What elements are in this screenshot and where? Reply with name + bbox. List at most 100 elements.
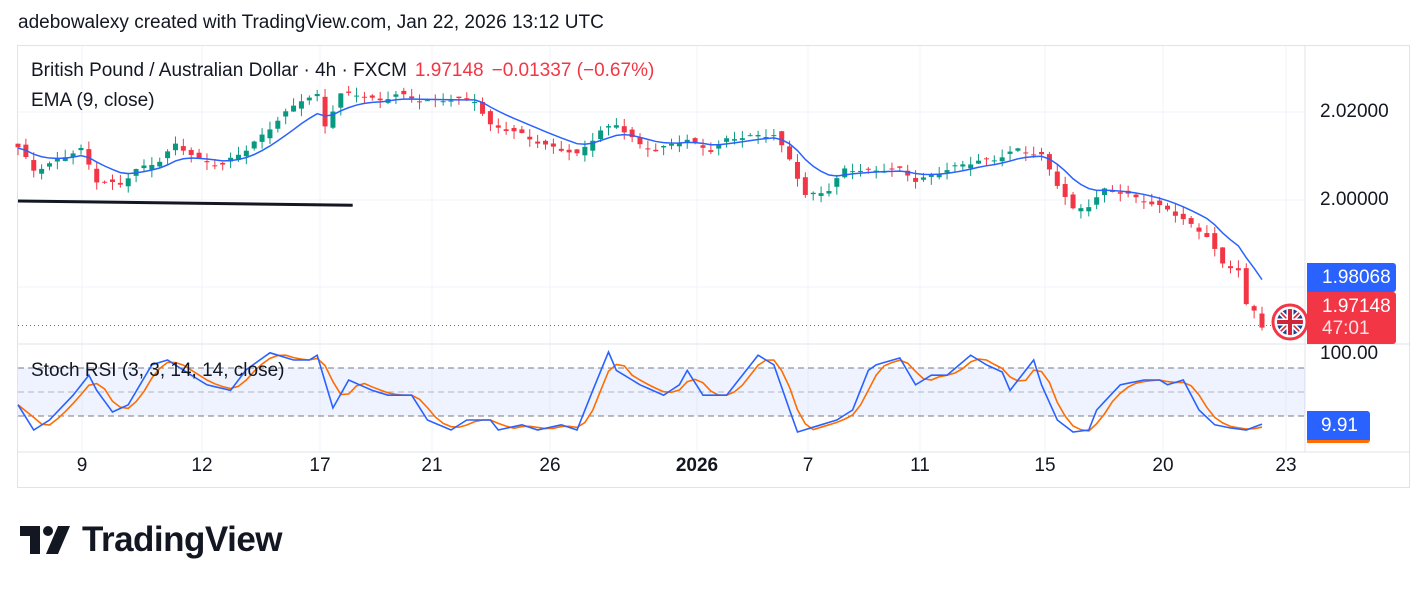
candle-body (1117, 192, 1123, 194)
candle-body (621, 126, 627, 133)
symbol-legend[interactable]: British Pound / Australian Dollar · 4h ·… (31, 60, 654, 82)
logo-text: TradingView (82, 520, 283, 559)
candle-body (676, 143, 682, 147)
candle-body (39, 168, 45, 174)
stoch-value-tag: 9.91 (1307, 411, 1370, 443)
price-label-2.02: 2.02000 (1320, 101, 1389, 122)
time-tick: 15 (1034, 455, 1056, 476)
candle-body (228, 157, 234, 162)
candle-body (369, 95, 375, 98)
candle-body (1259, 313, 1265, 328)
candle-body (511, 127, 517, 132)
candle-body (275, 120, 281, 129)
grid (18, 46, 1410, 453)
ema-legend[interactable]: EMA (9, close) (31, 90, 155, 111)
candle-body (487, 111, 493, 125)
candle-body (251, 141, 257, 149)
time-tick: 7 (802, 455, 814, 476)
price-change: −0.01337 (−0.67%) (491, 60, 655, 81)
candle-body (708, 150, 714, 152)
candle-body (456, 96, 462, 99)
candle-body (283, 111, 289, 117)
candle-body (1086, 207, 1092, 212)
candle-body (1172, 211, 1178, 216)
candle-body (928, 174, 934, 177)
time-tick: 12 (191, 455, 213, 476)
candle-body (243, 150, 249, 157)
candle-body (354, 95, 360, 97)
candle-body (1165, 205, 1171, 210)
candle-body (180, 146, 186, 151)
time-tick: 26 (539, 455, 561, 476)
candle-body (653, 149, 659, 152)
candle-body (1180, 213, 1186, 220)
candle-body (1102, 188, 1108, 195)
candle-body (913, 177, 919, 182)
candle-body (1133, 194, 1139, 198)
candle-body (865, 168, 871, 170)
candle-body (464, 98, 470, 100)
candle-body (102, 181, 108, 183)
candle-body (1220, 247, 1226, 264)
candle-body (771, 135, 777, 137)
candle-body (834, 178, 840, 187)
stoch-d-line (17, 354, 1263, 432)
time-tick: 20 (1152, 455, 1174, 476)
candle-body (944, 170, 950, 173)
candle-body (220, 162, 226, 165)
candle-body (70, 153, 76, 157)
candle-body (1149, 201, 1155, 205)
candle-body (684, 139, 690, 143)
candle-body (826, 191, 832, 194)
candle-body (1212, 233, 1218, 249)
candle-body (196, 152, 202, 159)
candle-body (582, 146, 588, 156)
candle-body (527, 136, 533, 140)
candle-body (999, 157, 1005, 162)
stoch-k-line (17, 349, 1263, 433)
candle-body (1023, 152, 1029, 154)
candle-body (109, 179, 115, 182)
candle-body (763, 137, 769, 139)
candle-body (700, 145, 706, 148)
candle-body (598, 130, 604, 140)
candle-body (1094, 197, 1100, 205)
candle-body (267, 129, 273, 139)
candle-body (204, 161, 210, 163)
stoch-rsi-legend[interactable]: Stoch RSI (3, 3, 14, 14, close) (31, 360, 285, 381)
last-price: 1.97148 (414, 60, 484, 81)
candle-body (361, 96, 367, 98)
candle-body (298, 101, 304, 109)
ema-value-tag: 1.98068 (1307, 263, 1396, 292)
candle-body (779, 131, 785, 146)
candle-body (472, 101, 478, 104)
bar-countdown: 47:01 (1322, 318, 1370, 339)
candle-body (716, 144, 722, 149)
candle-body (149, 164, 155, 170)
candle-body (31, 160, 37, 171)
candle-body (157, 161, 163, 167)
price-tag: 1.97148 47:01 (1307, 292, 1396, 344)
stoch-axis-100: 100.00 (1320, 343, 1379, 364)
candle-body (574, 149, 580, 154)
candle-body (172, 143, 178, 151)
chart-frame (17, 45, 1410, 488)
candle-body (920, 177, 926, 180)
candle-body (377, 98, 383, 101)
candle-body (976, 160, 982, 164)
candle-body (535, 141, 541, 144)
candle-body (1039, 151, 1045, 155)
candle-body (495, 125, 501, 128)
candle-body (637, 137, 643, 145)
candle-body (94, 168, 100, 183)
candle-body (794, 161, 800, 179)
candle-body (936, 173, 942, 178)
candle-body (165, 151, 171, 159)
candle-body (566, 149, 572, 153)
candle-body (503, 129, 509, 132)
candle-body (330, 111, 336, 128)
candle-body (668, 143, 674, 146)
tradingview-logo[interactable]: TradingView (20, 520, 283, 560)
candle-body (417, 101, 423, 103)
